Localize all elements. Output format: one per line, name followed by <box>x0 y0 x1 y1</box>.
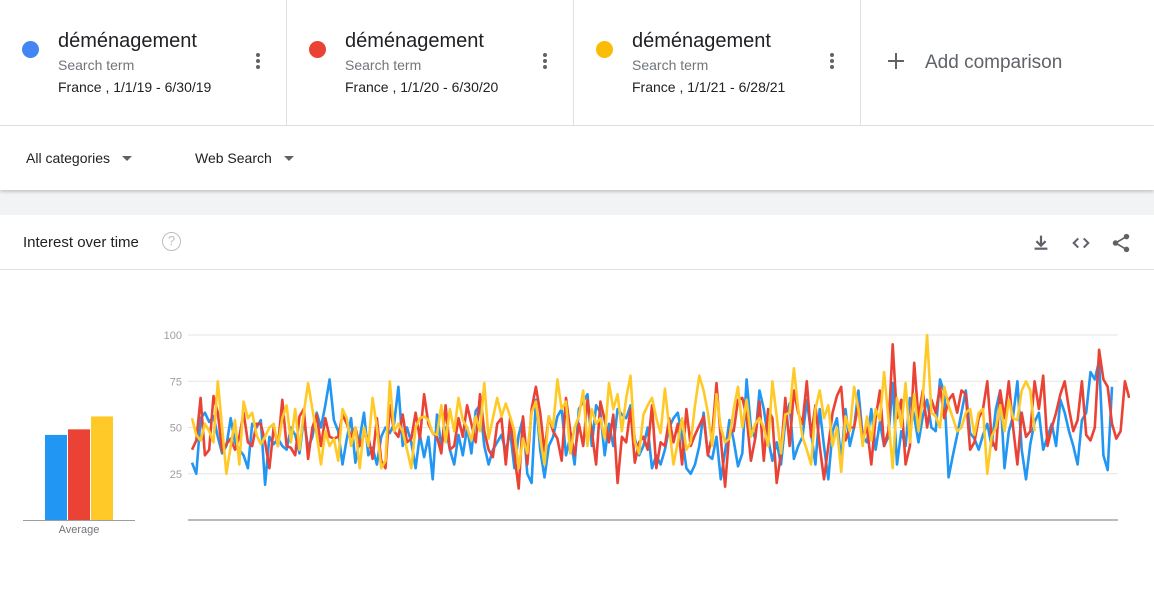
term-range[interactable]: France , 1/1/20 - 6/30/20 <box>345 79 499 95</box>
average-bar[interactable] <box>68 429 90 520</box>
term-range[interactable]: France , 1/1/21 - 6/28/21 <box>632 79 786 95</box>
add-comparison-button[interactable]: Add comparison <box>861 0 1154 126</box>
series-color-dot <box>596 41 613 58</box>
more-vert-icon[interactable] <box>250 50 266 72</box>
series-color-dot <box>22 41 39 58</box>
y-tick-label: 75 <box>170 376 182 388</box>
average-chart: Average <box>23 390 135 540</box>
share-icon[interactable] <box>1110 232 1132 254</box>
category-dropdown[interactable]: All categories <box>26 150 133 166</box>
category-label: All categories <box>26 150 111 166</box>
filter-row: All categories Web Search <box>0 126 1154 190</box>
add-icon <box>888 53 904 69</box>
term-type: Search term <box>632 57 709 73</box>
average-label: Average <box>58 524 100 536</box>
term-type: Search term <box>58 57 135 73</box>
term-card-3[interactable]: déménagement Search term France , 1/1/21… <box>574 0 861 126</box>
interest-line-chart[interactable]: 25 50 75 100 <box>150 315 1130 530</box>
search-type-dropdown[interactable]: Web Search <box>195 150 294 166</box>
card-title: Interest over time <box>23 234 139 251</box>
comparison-terms-bar: déménagement Search term France , 1/1/19… <box>0 0 1154 126</box>
embed-code-icon[interactable] <box>1070 232 1092 254</box>
average-bars <box>23 416 135 521</box>
more-vert-icon[interactable] <box>824 50 840 72</box>
average-bar[interactable] <box>45 434 67 520</box>
y-tick-label: 50 <box>170 423 182 435</box>
interest-over-time-card: Interest over time ? Average 25 50 75 100 <box>0 215 1154 603</box>
download-icon[interactable] <box>1030 232 1052 254</box>
term-name[interactable]: déménagement <box>345 30 484 52</box>
help-icon[interactable]: ? <box>162 232 181 251</box>
card-header: Interest over time ? <box>0 215 1154 270</box>
term-card-1[interactable]: déménagement Search term France , 1/1/19… <box>0 0 287 126</box>
add-comparison-label: Add comparison <box>925 52 1063 73</box>
series-line-3[interactable] <box>190 333 1036 476</box>
term-name[interactable]: déménagement <box>632 30 771 52</box>
average-bar[interactable] <box>91 416 113 520</box>
dropdown-caret-icon <box>122 155 133 161</box>
series-line-1[interactable] <box>190 359 1114 487</box>
section-gap <box>0 190 1154 215</box>
dropdown-caret-icon <box>283 155 294 161</box>
search-type-label: Web Search <box>195 150 272 166</box>
series-color-dot <box>309 41 326 58</box>
term-name[interactable]: déménagement <box>58 30 197 52</box>
term-type: Search term <box>345 57 422 73</box>
y-tick-label: 100 <box>164 330 182 342</box>
term-card-2[interactable]: déménagement Search term France , 1/1/20… <box>287 0 574 126</box>
term-range[interactable]: France , 1/1/19 - 6/30/19 <box>58 79 212 95</box>
y-tick-label: 25 <box>170 469 182 481</box>
more-vert-icon[interactable] <box>537 50 553 72</box>
